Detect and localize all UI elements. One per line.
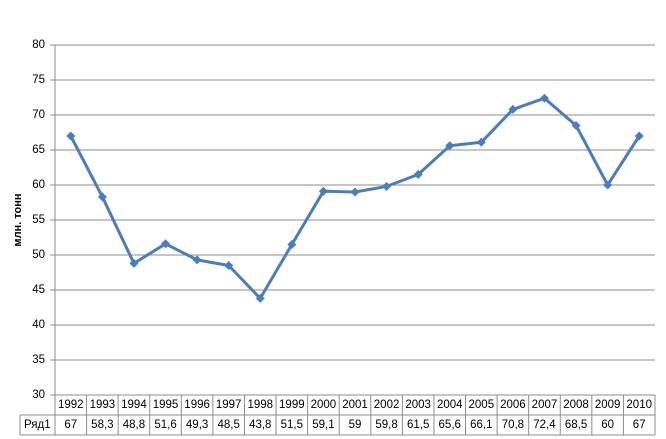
- y-tick-label: 55: [32, 214, 45, 226]
- y-tick-label: 30: [32, 389, 45, 401]
- marker: [287, 240, 297, 249]
- marker: [224, 261, 234, 270]
- x-tick-label: 1996: [184, 399, 210, 411]
- marker: [539, 93, 549, 103]
- x-tick-label: 2007: [532, 399, 558, 411]
- marker: [192, 255, 202, 265]
- y-tick-label: 80: [32, 39, 45, 51]
- data-label: 48,5: [217, 419, 239, 431]
- data-label: 61,5: [407, 419, 429, 431]
- data-label: 43,8: [249, 419, 271, 431]
- marker: [382, 181, 392, 191]
- y-tick-label: 50: [32, 249, 45, 261]
- x-tick-label: 2000: [311, 399, 337, 411]
- data-label: 66,1: [470, 419, 492, 431]
- series-line: [69, 96, 641, 300]
- data-label: 60: [601, 419, 614, 431]
- data-label: 51,6: [154, 419, 176, 431]
- marker: [161, 239, 171, 249]
- y-tick-label: 60: [32, 179, 45, 191]
- x-tick-label: 1999: [279, 399, 305, 411]
- x-tick-label: 2002: [374, 399, 400, 411]
- x-tick-label: 1994: [121, 399, 147, 411]
- marker: [97, 192, 107, 202]
- marker: [318, 186, 328, 196]
- marker: [66, 131, 76, 141]
- x-tick-label: 2003: [405, 399, 431, 411]
- data-label: 65,6: [439, 419, 461, 431]
- data-label: 72,4: [533, 419, 556, 431]
- data-label: 59: [349, 419, 362, 431]
- x-tick-label: 1995: [153, 399, 179, 411]
- x-tick-label: 1993: [90, 399, 116, 411]
- data-label: 59,8: [375, 419, 397, 431]
- y-tick-label: 70: [32, 109, 45, 121]
- y-tick-label: 45: [32, 284, 45, 296]
- y-tick-label: 65: [32, 144, 45, 156]
- data-label: 58,3: [91, 419, 113, 431]
- marker: [413, 170, 423, 179]
- marker: [445, 141, 455, 151]
- y-tick-label: 75: [32, 74, 45, 86]
- data-label: 70,8: [502, 419, 524, 431]
- marker: [129, 258, 139, 268]
- legend-label: Ряд1: [24, 419, 51, 431]
- x-tick-label: 2005: [469, 399, 495, 411]
- y-tick-label: 40: [32, 319, 45, 331]
- x-tick-label: 2009: [595, 399, 621, 411]
- data-label: 59,1: [312, 419, 334, 431]
- x-tick-label: 2004: [437, 399, 463, 411]
- x-tick-label: 2008: [563, 399, 589, 411]
- y-axis-label: млн. тонн: [12, 193, 24, 246]
- marker: [255, 293, 265, 303]
- data-label: 68,5: [565, 419, 587, 431]
- marker: [508, 104, 518, 114]
- x-tick-label: 2001: [342, 399, 368, 411]
- data-label: 67: [64, 419, 77, 431]
- x-tick-label: 1998: [247, 399, 273, 411]
- x-tick-label: 2006: [500, 399, 526, 411]
- marker: [571, 121, 581, 130]
- data-label: 49,3: [186, 419, 208, 431]
- marker: [603, 180, 613, 190]
- data-label: 48,8: [123, 419, 145, 431]
- x-tick-label: 1992: [58, 399, 84, 411]
- marker: [634, 131, 644, 141]
- y-tick-label: 35: [32, 354, 45, 366]
- marker: [476, 137, 486, 147]
- marker: [350, 187, 360, 197]
- data-label: 51,5: [281, 419, 303, 431]
- data-label: 67: [633, 419, 646, 431]
- x-tick-label: 1997: [216, 399, 242, 411]
- x-tick-label: 2010: [626, 399, 652, 411]
